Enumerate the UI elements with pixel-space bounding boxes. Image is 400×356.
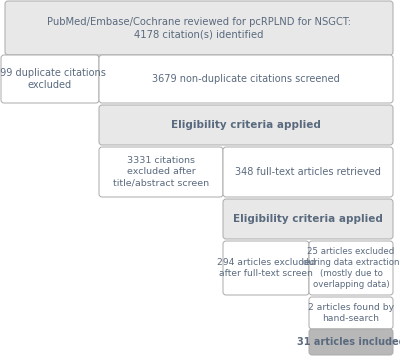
Text: 25 articles excluded
during data extraction
(mostly due to
overlapping data): 25 articles excluded during data extract… <box>303 247 399 289</box>
FancyBboxPatch shape <box>5 1 393 55</box>
FancyBboxPatch shape <box>309 297 393 329</box>
FancyBboxPatch shape <box>99 147 223 197</box>
FancyBboxPatch shape <box>309 329 393 355</box>
FancyBboxPatch shape <box>1 55 99 103</box>
Text: 2 articles found by
hand-search: 2 articles found by hand-search <box>308 303 394 323</box>
Text: 3331 citations
excluded after
title/abstract screen: 3331 citations excluded after title/abst… <box>113 156 209 188</box>
Text: Eligibility criteria applied: Eligibility criteria applied <box>233 214 383 224</box>
Text: 294 articles excluded
after full-text screen: 294 articles excluded after full-text sc… <box>217 258 315 278</box>
Text: Eligibility criteria applied: Eligibility criteria applied <box>171 120 321 130</box>
FancyBboxPatch shape <box>223 241 309 295</box>
Text: 31 articles included: 31 articles included <box>297 337 400 347</box>
Text: PubMed/Embase/Cochrane reviewed for pcRPLND for NSGCT:
4178 citation(s) identifi: PubMed/Embase/Cochrane reviewed for pcRP… <box>47 17 351 39</box>
Text: 3679 non-duplicate citations screened: 3679 non-duplicate citations screened <box>152 74 340 84</box>
Text: 499 duplicate citations
excluded: 499 duplicate citations excluded <box>0 68 106 90</box>
FancyBboxPatch shape <box>309 241 393 295</box>
FancyBboxPatch shape <box>99 55 393 103</box>
FancyBboxPatch shape <box>99 105 393 145</box>
Text: 348 full-text articles retrieved: 348 full-text articles retrieved <box>235 167 381 177</box>
FancyBboxPatch shape <box>223 199 393 239</box>
FancyBboxPatch shape <box>223 147 393 197</box>
